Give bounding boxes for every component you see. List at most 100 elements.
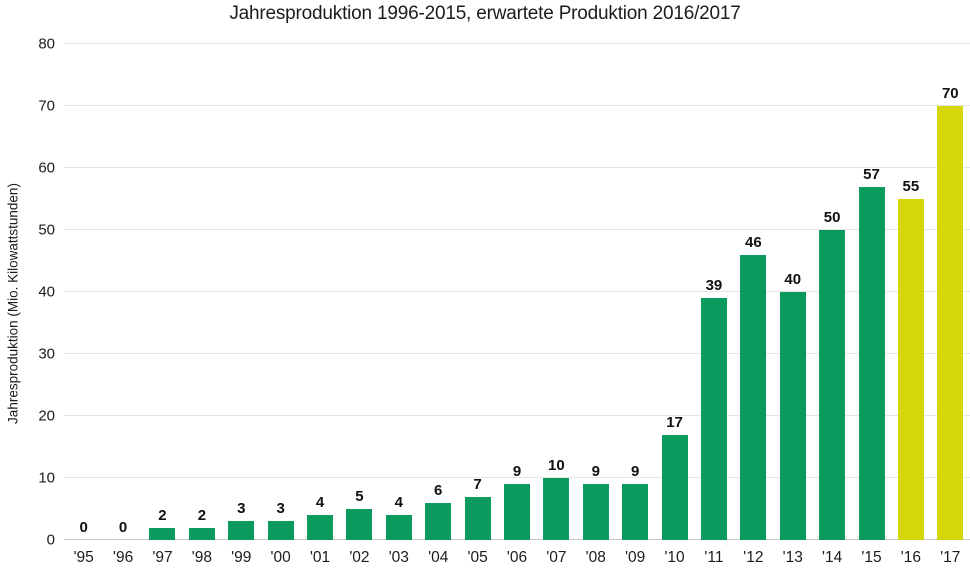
bar-slot-07: 10 '07 — [537, 44, 576, 566]
bar-slot-06: 9 '06 — [497, 44, 536, 566]
x-tick-label: '10 — [664, 549, 685, 566]
bar-slot-10: 17 '10 — [655, 44, 694, 566]
x-tick-label: '95 — [73, 549, 94, 566]
bar-slot-99: 3 '99 — [222, 44, 261, 566]
expected-bar-17 — [937, 106, 964, 540]
x-tick-label: '05 — [467, 549, 488, 566]
y-tick-label: 30 — [38, 345, 55, 363]
x-tick-label: '97 — [152, 549, 173, 566]
bar-slot-95: 0 '95 — [64, 44, 103, 566]
x-tick-label: '00 — [270, 549, 291, 566]
bar-06 — [503, 484, 530, 540]
bar-slot-09: 9 '09 — [615, 44, 654, 566]
x-tick-label: '11 — [704, 549, 724, 566]
bar-slot-02: 5 '02 — [340, 44, 379, 566]
bar-slot-97: 2 '97 — [143, 44, 182, 566]
y-tick-label: 40 — [38, 283, 55, 301]
bar-slot-08: 9 '08 — [576, 44, 615, 566]
bar-slot-01: 4 '01 — [300, 44, 339, 566]
x-tick-label: '07 — [546, 549, 567, 566]
bar-value-label: 50 — [823, 209, 841, 226]
bar-98 — [188, 527, 215, 540]
bar-slot-04: 6 '04 — [419, 44, 458, 566]
bar-08 — [582, 484, 609, 540]
bar-slot-13: 40 '13 — [773, 44, 812, 566]
y-tick-label: 20 — [38, 407, 55, 425]
bar-00 — [267, 521, 294, 540]
x-tick-label: '06 — [506, 549, 528, 566]
gridline — [64, 291, 970, 292]
bar-05 — [464, 496, 491, 540]
bar-99 — [228, 521, 255, 540]
y-axis-ticks: 0 10 20 30 40 50 60 70 80 — [0, 36, 55, 549]
bar-value-label: 6 — [434, 481, 443, 499]
x-tick-label: '04 — [428, 549, 449, 566]
bar-value-label: 4 — [315, 494, 325, 512]
bar-value-label: 9 — [512, 463, 522, 481]
bar-14 — [819, 230, 846, 540]
x-tick-label: '12 — [743, 549, 764, 566]
bar-04 — [425, 502, 452, 540]
bar-value-label: 9 — [591, 463, 600, 481]
x-tick-label: '15 — [861, 549, 882, 566]
chart-title: Jahresproduktion 1996-2015, erwartete Pr… — [229, 3, 741, 24]
bar-slot-15: 57 '15 — [852, 44, 891, 566]
bar-value-label: 57 — [863, 165, 880, 183]
bar-value-label: 2 — [158, 506, 167, 524]
x-tick-label: '03 — [388, 549, 409, 566]
x-tick-label: '14 — [822, 549, 843, 566]
bar-10 — [661, 434, 688, 540]
x-tick-label: '08 — [585, 549, 606, 566]
y-tick-label: 80 — [38, 35, 55, 53]
y-tick-label: 70 — [38, 97, 55, 115]
bar-value-label: 10 — [548, 457, 565, 474]
gridline — [64, 353, 970, 354]
x-tick-label: '16 — [900, 549, 921, 566]
gridline — [64, 105, 970, 106]
bar-15 — [858, 186, 885, 540]
bar-01 — [307, 515, 334, 540]
bar-slot-96: 0 '96 — [103, 44, 142, 566]
x-tick-label: '99 — [231, 549, 252, 566]
x-tick-label: '09 — [625, 549, 646, 566]
expected-bar-16 — [897, 199, 924, 540]
bar-value-label: 39 — [705, 277, 723, 295]
x-tick-label: '01 — [309, 549, 331, 566]
bar-value-label: 55 — [902, 178, 920, 195]
gridline — [64, 167, 970, 168]
y-tick-label: 60 — [38, 159, 55, 177]
bar-11 — [700, 298, 727, 540]
x-tick-label: '02 — [349, 549, 370, 566]
bar-value-label: 3 — [237, 500, 246, 518]
bar-slot-12: 46 '12 — [734, 44, 773, 566]
bar-12 — [740, 254, 767, 540]
bar-slot-14: 50 '14 — [812, 44, 851, 566]
bar-07 — [543, 478, 570, 540]
bar-value-label: 7 — [473, 475, 482, 493]
bar-value-label: 9 — [630, 463, 640, 481]
bar-value-label: 40 — [784, 271, 802, 288]
x-tick-label: '96 — [112, 549, 134, 566]
bar-slot-11: 39 '11 — [694, 44, 733, 566]
y-tick-label: 50 — [38, 221, 55, 239]
bar-value-label: 0 — [118, 519, 128, 536]
bar-02 — [346, 509, 373, 540]
bar-03 — [385, 515, 412, 540]
bar-slot-98: 2 '98 — [182, 44, 221, 566]
bar-slot-17: 70 '17 — [931, 44, 970, 566]
gridline — [64, 43, 970, 44]
bar-value-label: 46 — [744, 233, 762, 251]
x-tick-label: '17 — [940, 549, 961, 566]
bar-09 — [622, 484, 649, 540]
bar-value-label: 5 — [355, 488, 364, 505]
bar-value-label: 70 — [941, 85, 959, 102]
x-tick-label: '13 — [782, 549, 803, 566]
bar-13 — [779, 292, 806, 540]
x-tick-label: '98 — [191, 549, 212, 566]
plot-area: 0 '95 0 '96 2 '97 2 '98 3 '99 3 '00 4 '01 5 '02 4 '03 6 '04… — [64, 43, 970, 566]
bar-97 — [149, 527, 176, 540]
y-tick-label: 10 — [38, 469, 55, 487]
bar-slot-03: 4 '03 — [379, 44, 418, 566]
bar-value-label: 3 — [276, 500, 285, 518]
